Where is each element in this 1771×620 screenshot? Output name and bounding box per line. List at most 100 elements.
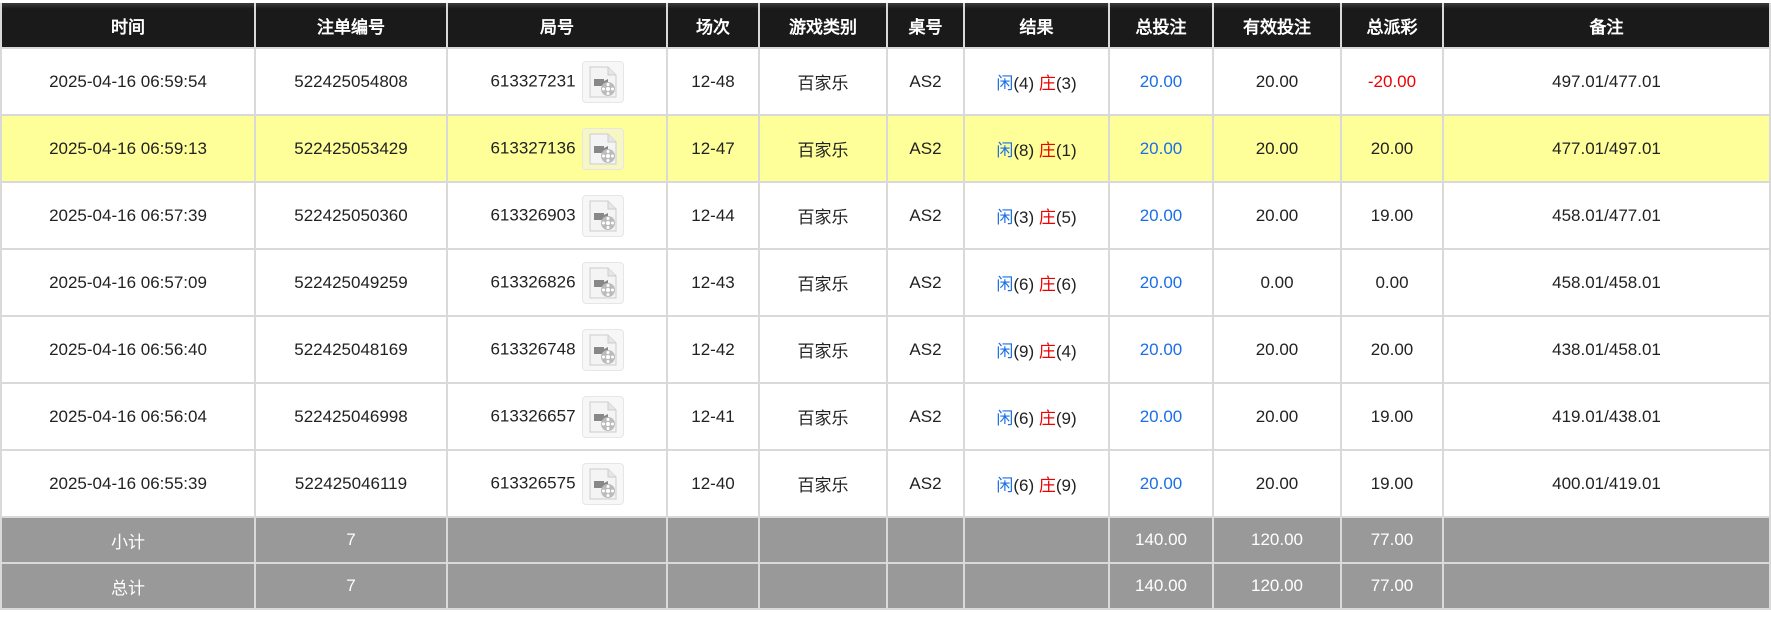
note-cell: 419.01/438.01 [1442, 382, 1771, 451]
video-file-icon[interactable] [581, 395, 624, 438]
round-number: 613326826 [490, 271, 576, 291]
subtotal-payout: 77.00 [1340, 516, 1444, 564]
banker-score: (1) [1055, 141, 1077, 160]
game-cell: 百家乐 [758, 47, 888, 116]
banker-score: (5) [1055, 208, 1077, 227]
round-cell: 613327136 [446, 114, 668, 183]
game-cell: 百家乐 [758, 181, 888, 250]
player-label: 闲 [996, 476, 1014, 495]
subtotal-total-bet: 140.00 [1108, 516, 1214, 564]
video-file-icon[interactable] [581, 194, 624, 237]
valid-bet-cell: 20.00 [1212, 181, 1342, 250]
table-row: 2025-04-16 06:55:39 522425046119 6133265… [0, 449, 1771, 518]
banker-score: (3) [1055, 74, 1077, 93]
total-bet-cell: 20.00 [1108, 181, 1214, 250]
payout-cell: 20.00 [1340, 114, 1444, 183]
session-cell: 12-41 [666, 382, 760, 451]
round-number: 613327136 [490, 137, 576, 157]
game-cell: 百家乐 [758, 114, 888, 183]
column-header: 局号 [446, 3, 668, 49]
payout-cell: 19.00 [1340, 382, 1444, 451]
player-score: (9) [1013, 342, 1035, 361]
player-score: (6) [1013, 476, 1035, 495]
time-cell: 2025-04-16 06:59:54 [0, 47, 256, 116]
table-header: 时间 注单编号 局号 场次 游戏类别 桌号 结果 总投注 有效投注 总派彩 备注 [0, 3, 1771, 49]
table-cell: AS2 [886, 382, 965, 451]
session-cell: 12-43 [666, 248, 760, 317]
round-cell: 613327231 [446, 47, 668, 116]
banker-score: (6) [1055, 275, 1077, 294]
player-label: 闲 [996, 208, 1014, 227]
payout-cell: 20.00 [1340, 315, 1444, 384]
player-label: 闲 [996, 74, 1014, 93]
table-cell: AS2 [886, 47, 965, 116]
game-cell: 百家乐 [758, 248, 888, 317]
total-bet-cell: 20.00 [1108, 449, 1214, 518]
payout-cell: -20.00 [1340, 47, 1444, 116]
round-number: 613326575 [490, 472, 576, 492]
valid-bet-cell: 20.00 [1212, 114, 1342, 183]
total-label: 总计 [0, 562, 256, 610]
subtotal-label: 小计 [0, 516, 256, 564]
valid-bet-cell: 20.00 [1212, 315, 1342, 384]
result-cell: 闲(3) 庄(5) [963, 181, 1110, 250]
note-cell: 458.01/477.01 [1442, 181, 1771, 250]
time-cell: 2025-04-16 06:56:04 [0, 382, 256, 451]
result-cell: 闲(6) 庄(9) [963, 382, 1110, 451]
round-cell: 613326903 [446, 181, 668, 250]
player-label: 闲 [996, 342, 1014, 361]
note-cell: 497.01/477.01 [1442, 47, 1771, 116]
round-cell: 613326826 [446, 248, 668, 317]
column-header: 场次 [666, 3, 760, 49]
player-score: (6) [1013, 275, 1035, 294]
total-valid-bet: 120.00 [1212, 562, 1342, 610]
payout-cell: 19.00 [1340, 181, 1444, 250]
game-cell: 百家乐 [758, 315, 888, 384]
time-cell: 2025-04-16 06:55:39 [0, 449, 256, 518]
banker-label: 庄 [1038, 74, 1056, 93]
note-cell: 438.01/458.01 [1442, 315, 1771, 384]
column-header: 时间 [0, 3, 256, 49]
banker-score: (9) [1055, 476, 1077, 495]
table-cell: AS2 [886, 449, 965, 518]
valid-bet-cell: 20.00 [1212, 47, 1342, 116]
total-bet-cell: 20.00 [1108, 315, 1214, 384]
video-file-icon[interactable] [581, 462, 624, 505]
session-cell: 12-48 [666, 47, 760, 116]
banker-label: 庄 [1038, 141, 1056, 160]
table-row: 2025-04-16 06:56:40 522425048169 6133267… [0, 315, 1771, 384]
subtotal-valid-bet: 120.00 [1212, 516, 1342, 564]
valid-bet-cell: 0.00 [1212, 248, 1342, 317]
video-file-icon[interactable] [581, 60, 624, 103]
payout-cell: 19.00 [1340, 449, 1444, 518]
player-label: 闲 [996, 409, 1014, 428]
table-row: 2025-04-16 06:57:09 522425049259 6133268… [0, 248, 1771, 317]
total-row: 总计 7 140.00 120.00 77.00 [0, 562, 1771, 610]
subtotal-count: 7 [254, 516, 448, 564]
total-bet-cell: 20.00 [1108, 114, 1214, 183]
subtotal-row: 小计 7 140.00 120.00 77.00 [0, 516, 1771, 564]
round-number: 613326748 [490, 338, 576, 358]
bet-id-cell: 522425046998 [254, 382, 448, 451]
time-cell: 2025-04-16 06:57:09 [0, 248, 256, 317]
table-cell: AS2 [886, 248, 965, 317]
video-file-icon[interactable] [581, 127, 624, 170]
bet-records-table: 时间 注单编号 局号 场次 游戏类别 桌号 结果 总投注 有效投注 总派彩 备注 2025-04-1… [0, 3, 1771, 610]
video-file-icon[interactable] [581, 261, 624, 304]
result-cell: 闲(6) 庄(6) [963, 248, 1110, 317]
session-cell: 12-47 [666, 114, 760, 183]
video-file-icon[interactable] [581, 328, 624, 371]
banker-score: (4) [1055, 342, 1077, 361]
note-cell: 400.01/419.01 [1442, 449, 1771, 518]
banker-score: (9) [1055, 409, 1077, 428]
time-cell: 2025-04-16 06:59:13 [0, 114, 256, 183]
round-cell: 613326657 [446, 382, 668, 451]
total-bet-cell: 20.00 [1108, 382, 1214, 451]
player-score: (6) [1013, 409, 1035, 428]
banker-label: 庄 [1038, 342, 1056, 361]
table-row: 2025-04-16 06:59:13 522425053429 6133271… [0, 114, 1771, 183]
round-number: 613326903 [490, 204, 576, 224]
column-header: 总投注 [1108, 3, 1214, 49]
table-row: 2025-04-16 06:56:04 522425046998 6133266… [0, 382, 1771, 451]
column-header: 备注 [1442, 3, 1771, 49]
